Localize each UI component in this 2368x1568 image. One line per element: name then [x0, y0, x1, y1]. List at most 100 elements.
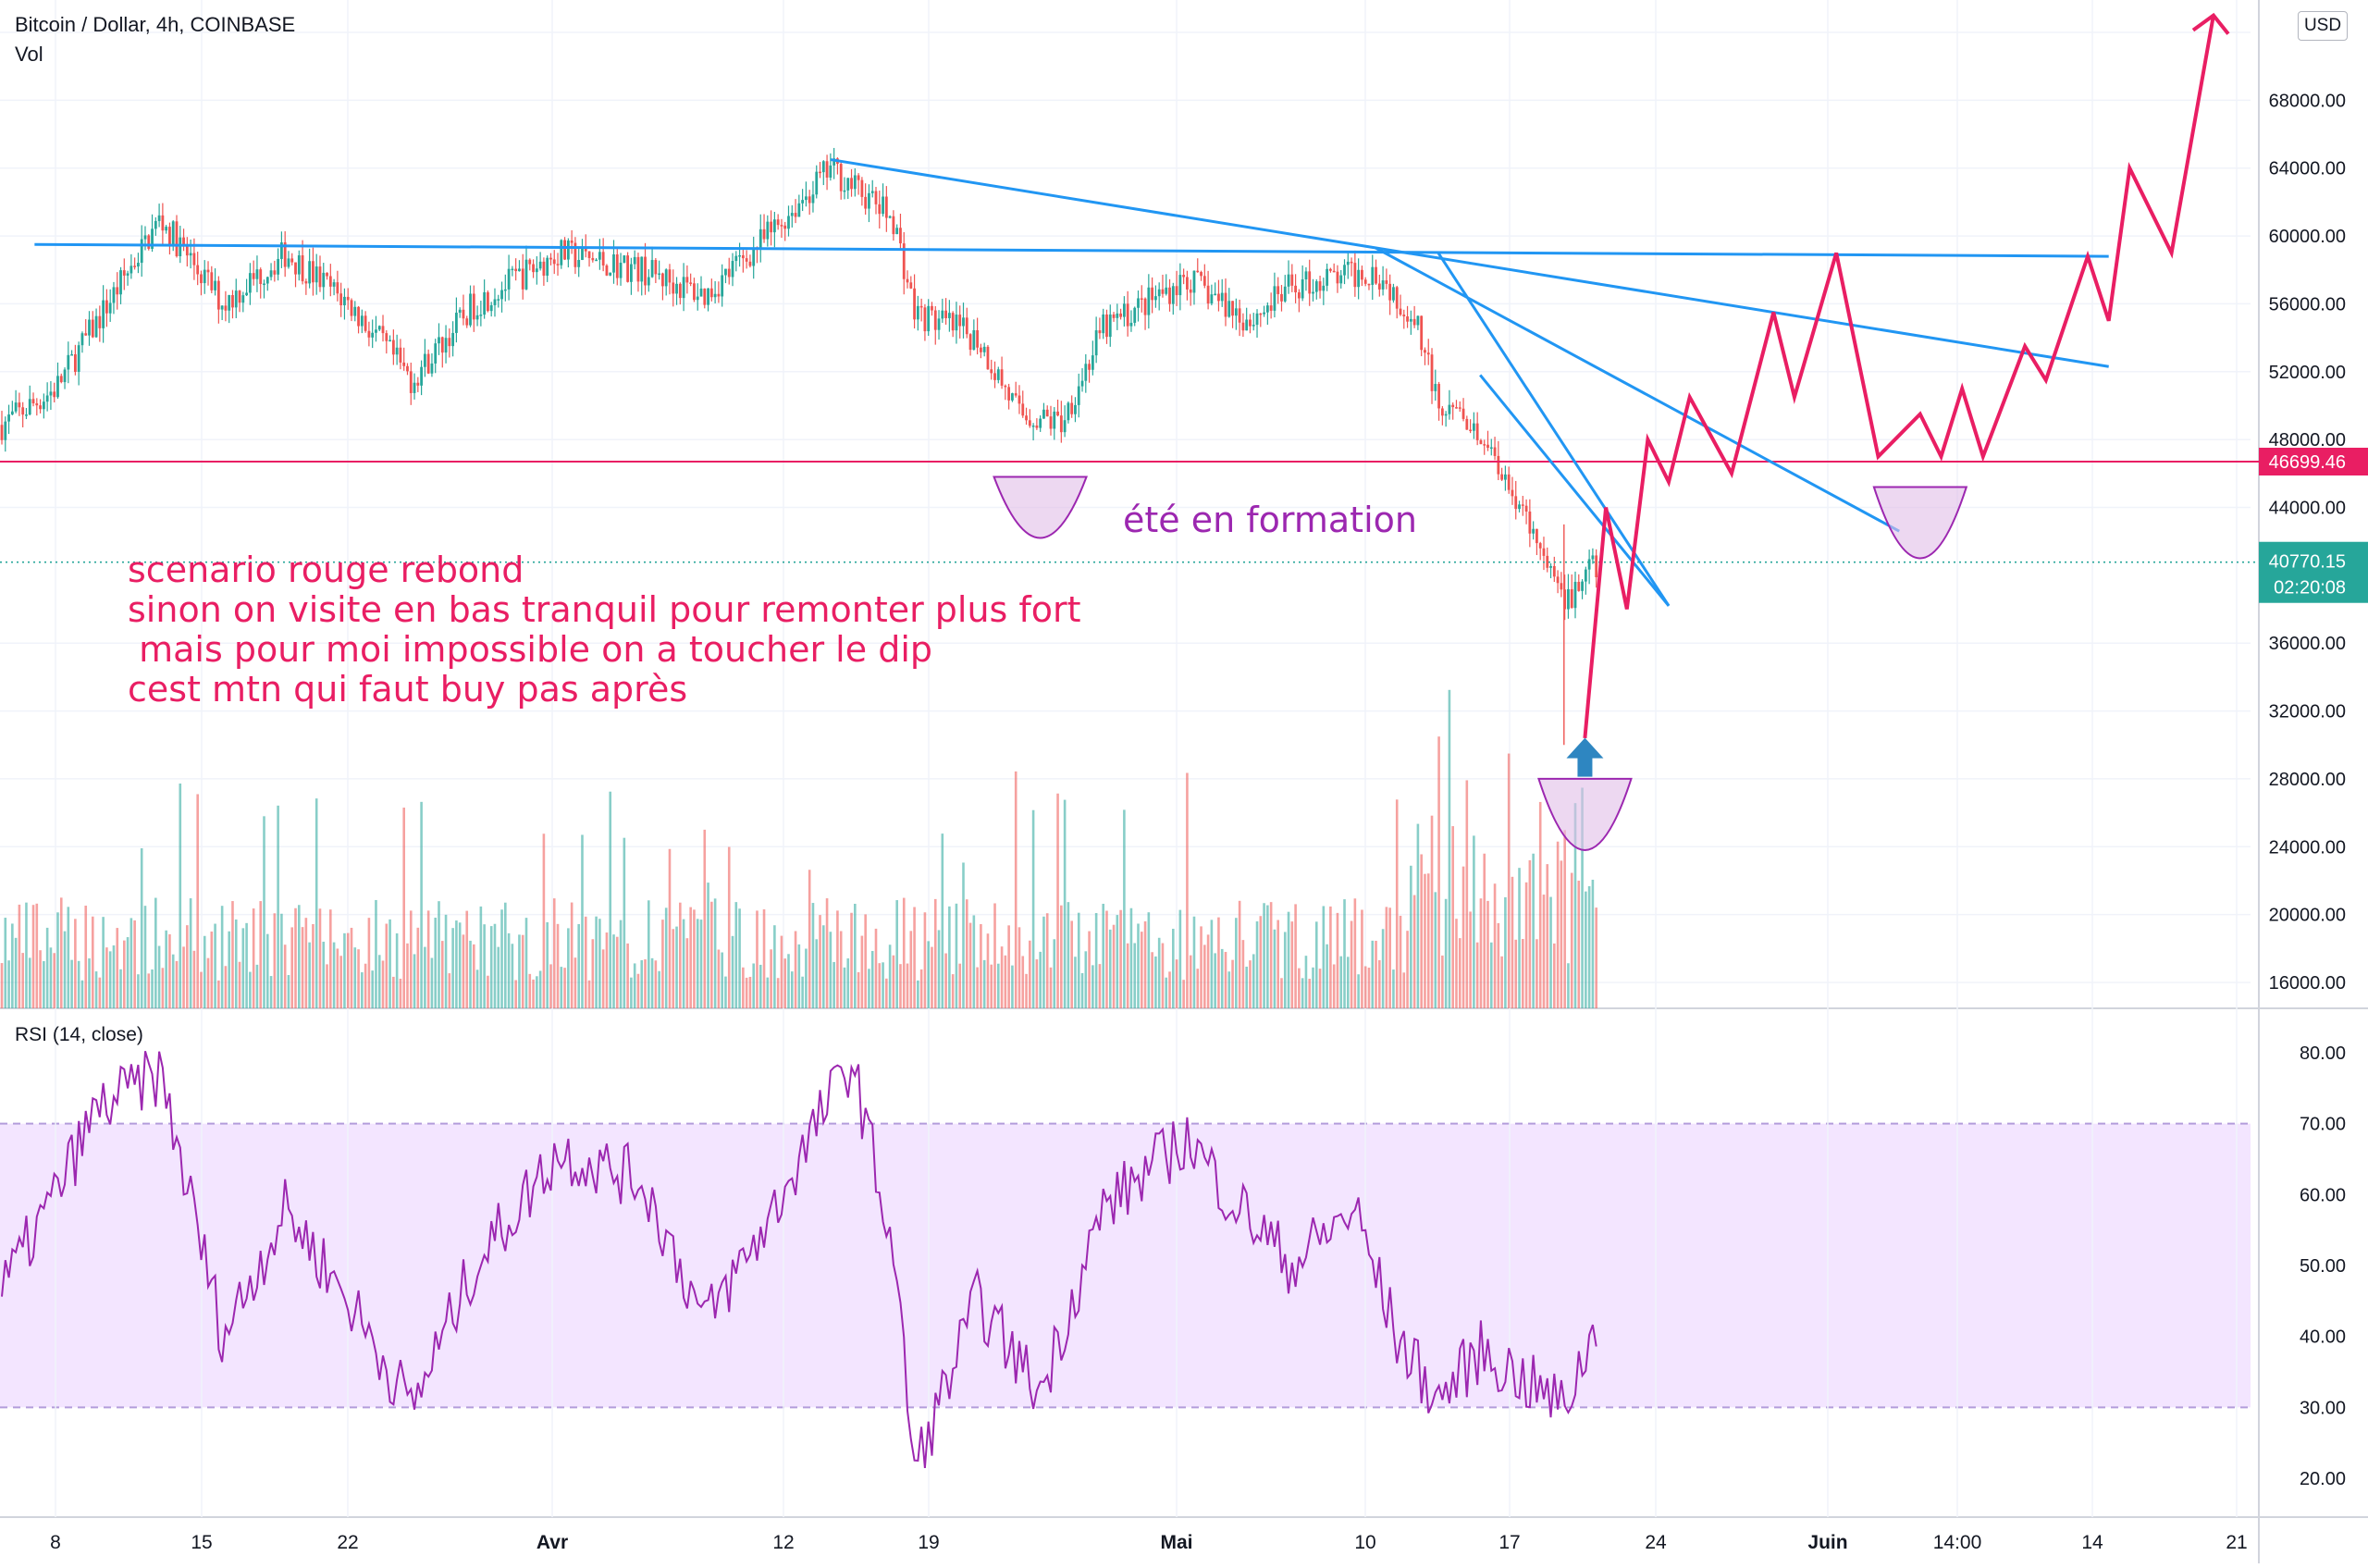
candle-body [693, 283, 696, 301]
volume-bar [1105, 910, 1108, 1008]
candle-body [487, 291, 489, 312]
volume-bar [406, 943, 409, 1008]
volume-bar [157, 945, 161, 1008]
candle-body [413, 382, 416, 393]
candle-body [1091, 355, 1094, 370]
time-tick-label: 19 [918, 1532, 939, 1553]
volume-bar [1399, 915, 1402, 1008]
candle-body [857, 175, 860, 180]
price-tick-label: 28000.00 [2269, 770, 2346, 790]
volume-bar [511, 944, 514, 1008]
candle-body [1497, 455, 1500, 475]
volume-bar [7, 960, 10, 1008]
volume-bar [231, 901, 234, 1008]
candle-body [1350, 261, 1353, 264]
candle-body [98, 315, 102, 328]
volume-bar [1014, 771, 1018, 1008]
candle-body [53, 391, 56, 398]
volume-bar [1448, 689, 1451, 1008]
candle-body [654, 260, 658, 275]
volume-bar [951, 974, 955, 1008]
candle-body [10, 411, 14, 415]
volume-bar [1542, 895, 1546, 1008]
volume-bar [972, 915, 976, 1008]
candle-body [1143, 298, 1147, 315]
candle-body [21, 407, 25, 415]
candle-body [1238, 308, 1241, 323]
volume-bar [119, 969, 122, 1008]
volume-bar [1424, 873, 1426, 1008]
volume-bar [902, 897, 906, 1008]
volume-bar [1489, 942, 1493, 1008]
candle-body [108, 302, 112, 314]
resistance-price-badge [2259, 447, 2368, 475]
price-tick-label: 60000.00 [2269, 227, 2346, 247]
volume-bar [713, 898, 717, 1008]
candle-body [483, 291, 487, 315]
candle-body [1035, 426, 1039, 428]
candle-body [825, 161, 829, 178]
volume-bar [1035, 959, 1039, 1008]
volume-bar [343, 932, 346, 1008]
candle-body [1249, 319, 1252, 327]
candle-body [18, 402, 21, 408]
candle-body [899, 228, 902, 244]
candle-body [326, 272, 328, 277]
cup-shape [1872, 486, 1968, 560]
candle-body [1154, 296, 1157, 301]
candle-body [1395, 287, 1399, 309]
volume-bar [587, 980, 591, 1008]
candle-body [1392, 287, 1395, 301]
candle-body [797, 203, 801, 217]
volume-bar [171, 954, 175, 1008]
candle-body [203, 269, 206, 284]
volume-bar [130, 918, 133, 1008]
candle-body [1336, 271, 1339, 284]
volume-bar [941, 833, 944, 1008]
volume-bar [1098, 964, 1102, 1008]
candle-body [280, 242, 283, 259]
candle-body [388, 340, 391, 342]
volume-bar [1108, 929, 1112, 1008]
volume-bar [151, 969, 154, 1008]
candle-body [469, 293, 472, 326]
volume-bar [59, 897, 63, 1008]
candle-body [724, 268, 727, 276]
candle-body [1301, 279, 1304, 299]
volume-bar [430, 957, 434, 1008]
volume-bar [524, 918, 528, 1008]
volume-bar [322, 941, 326, 1008]
volume-bar [801, 976, 804, 1008]
candle-body [322, 272, 326, 288]
candle-body [850, 178, 853, 190]
volume-bar [192, 950, 196, 1008]
volume-bar [857, 971, 860, 1008]
candle-body [503, 289, 507, 291]
volume-bar [710, 901, 713, 1008]
volume-bar [361, 972, 364, 1008]
candle-body [1168, 287, 1171, 304]
volume-bar [1318, 969, 1322, 1008]
trendline [1375, 246, 1900, 533]
candle-body [238, 290, 241, 303]
volume-bar [154, 897, 157, 1008]
candle-body [1339, 275, 1343, 284]
candle-body [1018, 395, 1021, 404]
volume-bar [312, 923, 314, 1008]
volume-bar [1154, 956, 1157, 1008]
volume-bar [1353, 898, 1357, 1008]
candle-body [587, 251, 591, 258]
countdown-text: 02:20:08 [2274, 578, 2346, 599]
candle-body [1304, 271, 1308, 279]
volume-bar [731, 935, 734, 1008]
cup-shape [1537, 777, 1633, 851]
volume-bar [326, 964, 328, 1008]
candle-body [1007, 387, 1011, 401]
currency-button[interactable]: USD [2298, 11, 2348, 41]
candle-body [538, 261, 542, 269]
volume-bar [1458, 938, 1462, 1008]
candle-body [1406, 316, 1409, 322]
candle-body [1182, 275, 1186, 278]
